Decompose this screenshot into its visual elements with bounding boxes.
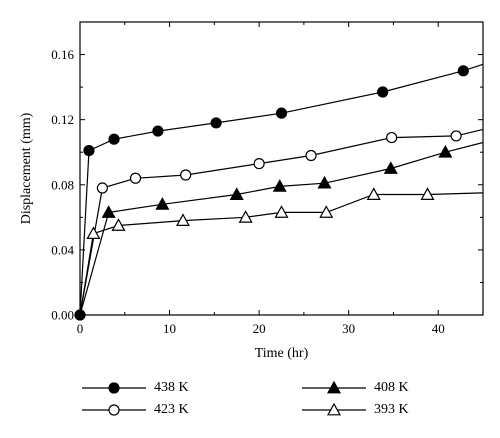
data-point-423k: [386, 131, 398, 144]
data-point-438k: [275, 107, 288, 119]
data-point-423k: [450, 130, 462, 142]
data-point-438k: [457, 65, 469, 77]
x-tick-label: 10: [163, 321, 176, 336]
x-tick-label: 40: [432, 321, 445, 336]
data-point-423k: [180, 169, 192, 181]
data-point-408k: [101, 205, 116, 218]
plot-frame: [79, 21, 484, 316]
data-point-423k: [305, 149, 317, 162]
legend-swatch-408k: [302, 380, 366, 394]
y-tick-label: 0.12: [51, 112, 74, 127]
legend-label-423k: 423 K: [154, 402, 189, 417]
plot-area: 0 10 20 30 40 0.00 0.04 0.08 0.12 0.16 Time (hr) Di…: [19, 21, 484, 361]
data-point-408k: [272, 179, 287, 192]
y-tick-label: 0.00: [51, 308, 74, 323]
legend: 438 K 423 K 408 K 393 K: [0, 372, 500, 432]
series-438k: [74, 63, 484, 321]
data-point-408k: [317, 175, 332, 189]
legend-item-438k: 438 K: [80, 378, 189, 398]
x-tick-label: 30: [342, 321, 355, 336]
data-point-393k: [86, 226, 101, 240]
data-point-438k: [108, 133, 120, 145]
legend-marker: [108, 404, 120, 416]
series-408k: [79, 141, 484, 316]
legend-swatch-423k: [82, 404, 146, 416]
series-line-423k: [79, 128, 484, 316]
data-point-408k: [438, 144, 453, 158]
data-point-408k: [383, 161, 398, 174]
legend-swatch-438k: [82, 382, 146, 394]
data-point-393k: [238, 210, 253, 223]
legend-item-408k: 408 K: [300, 378, 409, 398]
series-line-393k: [79, 192, 484, 316]
x-axis-label: Time (hr): [255, 346, 309, 361]
legend-item-423k: 423 K: [80, 400, 189, 420]
data-point-393k: [366, 187, 381, 200]
data-point-438k: [377, 86, 389, 98]
data-point-408k: [155, 197, 170, 210]
data-point-423k: [96, 182, 108, 194]
legend-marker: [326, 402, 342, 416]
legend-item-393k: 393 K: [300, 400, 409, 420]
legend-label-438k: 438 K: [154, 380, 189, 395]
data-point-393k: [175, 213, 191, 226]
legend-label-393k: 393 K: [374, 402, 409, 417]
y-axis-label: Displacement (mm): [19, 112, 34, 224]
y-tick-label: 0.16: [51, 47, 74, 62]
legend-marker: [108, 382, 120, 394]
data-point-393k: [319, 205, 334, 218]
y-tick-label: 0.04: [51, 242, 74, 257]
origin-point: [77, 312, 83, 318]
x-tick-label: 0: [77, 321, 84, 336]
legend-marker: [326, 380, 342, 394]
data-point-393k: [420, 187, 435, 200]
data-point-438k: [210, 117, 222, 129]
data-point-438k: [152, 125, 164, 137]
data-point-423k: [253, 158, 265, 170]
legend-label-408k: 408 K: [374, 380, 409, 395]
data-point-438k: [83, 144, 95, 157]
data-point-393k: [111, 218, 126, 231]
y-tick-label: 0.08: [51, 177, 74, 192]
data-point-408k: [229, 187, 244, 200]
series-423k: [79, 128, 484, 316]
series-393k: [79, 187, 484, 316]
legend-swatch-393k: [302, 402, 366, 416]
x-tick-label: 20: [253, 321, 266, 336]
data-point-393k: [274, 205, 289, 218]
series-line-408k: [79, 141, 484, 316]
data-point-423k: [129, 172, 142, 184]
